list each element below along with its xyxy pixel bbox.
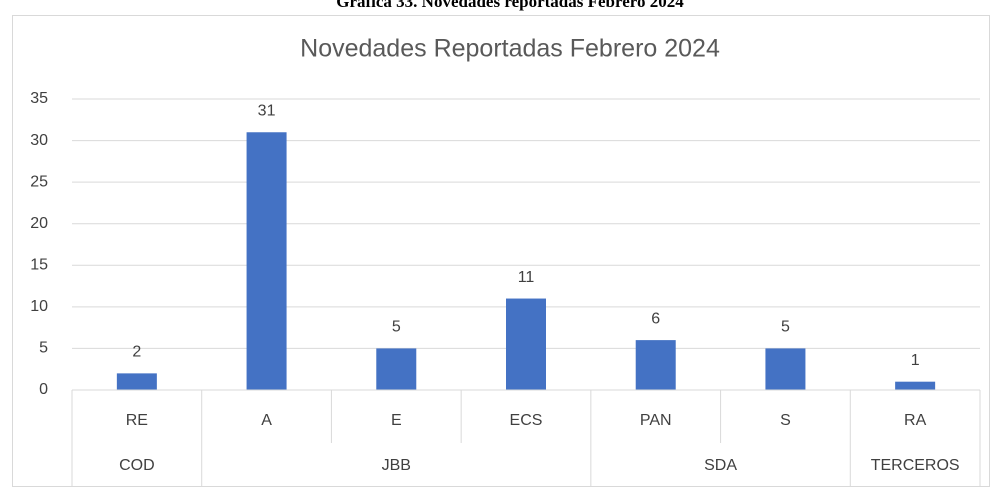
value-label: 6 [651,310,660,327]
bar [506,298,546,390]
value-label: 2 [132,344,141,361]
y-tick-label: 25 [30,173,48,190]
caption: Gráfica 33. Novedades reportadas Febrero… [336,0,684,11]
y-tick-label: 15 [30,257,48,274]
bar [895,381,936,390]
x-tick-label: S [780,412,791,429]
y-tick-label: 20 [30,215,48,232]
value-label: 5 [392,319,401,336]
chart-border [12,15,990,487]
group-label: SDA [704,457,737,474]
y-tick-label: 35 [30,90,48,107]
bar [246,132,287,390]
x-tick-label: E [391,412,402,429]
bar [376,348,417,390]
y-tick-label: 30 [30,132,48,149]
value-label: 1 [911,352,920,369]
x-tick-label: A [261,412,272,429]
group-label: COD [119,457,155,474]
x-tick-label: RE [126,412,148,429]
value-label: 5 [781,319,790,336]
bar [635,340,676,390]
bar [765,348,806,390]
x-tick-label: PAN [640,412,672,429]
y-tick-label: 0 [39,381,48,398]
value-label: 11 [518,269,535,286]
chart-title: Novedades Reportadas Febrero 2024 [300,35,720,63]
value-label: 31 [258,102,276,119]
x-tick-label: ECS [510,412,543,429]
x-tick-label: RA [904,412,927,429]
group-label: TERCEROS [871,457,960,474]
y-tick-label: 5 [39,340,48,357]
group-label: JBB [382,457,411,474]
bar [116,373,157,390]
y-tick-label: 10 [30,298,48,315]
